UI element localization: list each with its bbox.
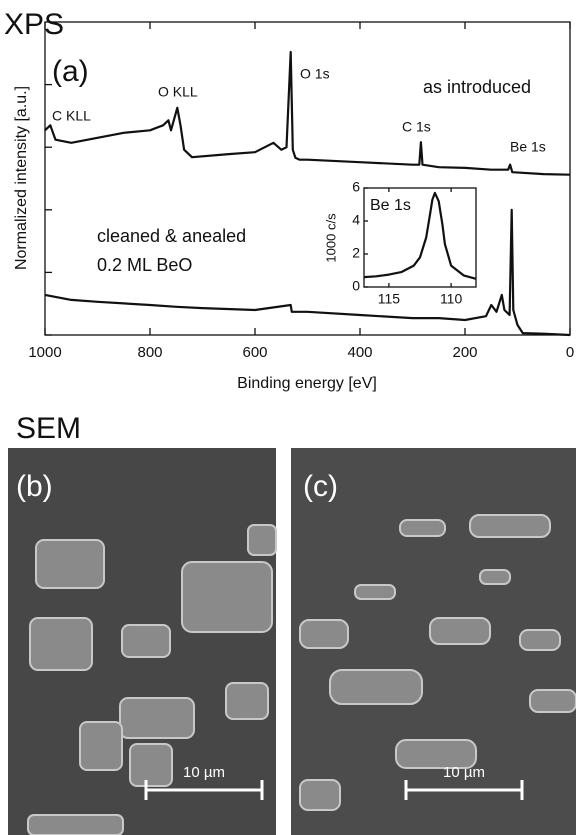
scale-bar-label: 10 µm <box>183 764 225 781</box>
x-tick-label: 1000 <box>28 344 61 361</box>
peak-annotation: C 1s <box>402 119 431 135</box>
data-line <box>44 208 571 337</box>
sem-heading: SEM <box>16 412 81 445</box>
panel-label: (a) <box>52 55 89 88</box>
x-tick-label: 0 <box>566 344 574 361</box>
sem-image-c <box>291 448 576 835</box>
sem-image-b <box>8 448 277 835</box>
y-tick-label: 4 <box>352 212 360 228</box>
data-line <box>363 191 477 280</box>
plot-frame <box>363 187 477 288</box>
peak-annotation: O KLL <box>158 84 198 100</box>
xps-heading: XPS <box>4 8 64 41</box>
x-tick-label: 800 <box>137 344 162 361</box>
x-tick-label: 200 <box>452 344 477 361</box>
y-tick-label: 0 <box>352 278 360 294</box>
plot-frame <box>44 21 571 336</box>
peak-annotation: O 1s <box>300 66 330 82</box>
x-tick-label: 110 <box>440 291 463 307</box>
panel-label: (c) <box>303 470 338 503</box>
x-axis-label: Binding energy [eV] <box>237 375 377 392</box>
x-tick-label: 115 <box>378 291 401 307</box>
data-line <box>44 50 571 176</box>
x-tick-label: 600 <box>242 344 267 361</box>
peak-annotation: C KLL <box>52 108 91 124</box>
inset-y-label: 1000 c/s <box>323 213 338 263</box>
series-label: cleaned & anealed <box>97 226 246 246</box>
panel-label: (b) <box>16 470 53 503</box>
y-tick-label: 2 <box>352 245 360 261</box>
scale-bar-label: 10 µm <box>443 764 485 781</box>
series-label: as introduced <box>423 77 531 97</box>
peak-annotation: Be 1s <box>510 139 546 155</box>
y-axis-label: Normalized intensity [a.u.] <box>13 86 30 270</box>
x-tick-label: 400 <box>347 344 372 361</box>
inset-title: Be 1s <box>370 197 411 214</box>
peak-annotation: 0.2 ML BeO <box>97 255 192 275</box>
y-tick-label: 6 <box>352 179 360 195</box>
